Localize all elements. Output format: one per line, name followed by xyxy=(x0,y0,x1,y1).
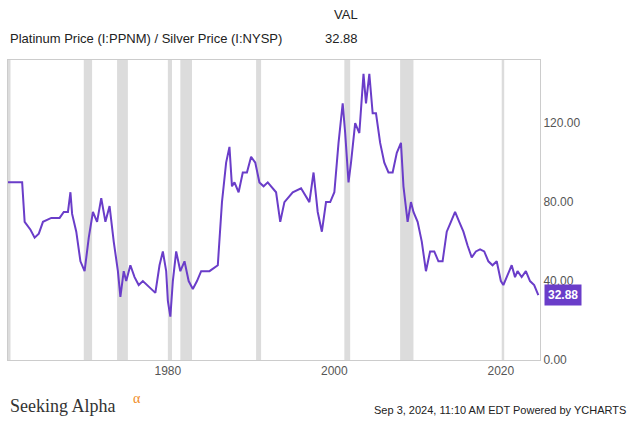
svg-text:2020: 2020 xyxy=(488,364,515,378)
svg-text:Seeking Alpha: Seeking Alpha xyxy=(10,396,116,416)
svg-text:80.00: 80.00 xyxy=(543,195,573,209)
svg-text:Sep 3, 2024, 11:10 AM EDT Powe: Sep 3, 2024, 11:10 AM EDT Powered by YCH… xyxy=(374,404,626,416)
svg-text:32.88: 32.88 xyxy=(548,288,578,302)
svg-text:32.88: 32.88 xyxy=(325,31,358,46)
svg-text:0.00: 0.00 xyxy=(543,353,567,367)
svg-text:VAL: VAL xyxy=(334,7,358,22)
svg-text:120.00: 120.00 xyxy=(543,116,580,130)
svg-text:1980: 1980 xyxy=(154,364,181,378)
svg-text:2000: 2000 xyxy=(321,364,348,378)
svg-text:Platinum Price (I:PPNM) / Silv: Platinum Price (I:PPNM) / Silver Price (… xyxy=(10,31,282,46)
svg-text:α: α xyxy=(133,391,141,406)
svg-text:40.00: 40.00 xyxy=(543,274,573,288)
